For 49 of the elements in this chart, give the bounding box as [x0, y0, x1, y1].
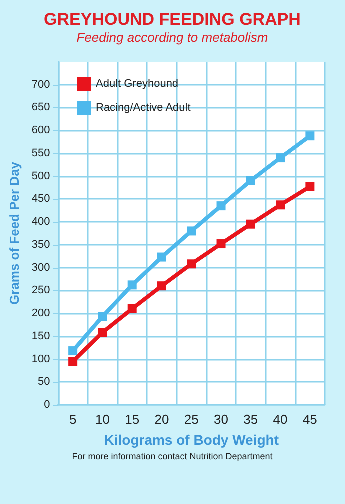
x-tick-label: 40 [273, 412, 288, 427]
point [128, 280, 137, 290]
point [157, 282, 166, 291]
point [128, 304, 137, 314]
point [276, 200, 286, 210]
x-tick-label: 30 [214, 412, 228, 427]
y-tick-label: 650 [32, 102, 50, 114]
y-tick-label: 550 [32, 147, 50, 160]
point [246, 176, 256, 186]
point [157, 252, 166, 262]
x-tick-label: 15 [125, 412, 140, 427]
y-tick-label: 150 [32, 330, 50, 342]
point [216, 240, 226, 249]
y-tick-label: 350 [32, 238, 50, 251]
point [187, 260, 196, 269]
y-tick-label: 300 [32, 262, 50, 274]
point [98, 328, 108, 338]
point [98, 312, 108, 322]
x-tick-label: 20 [154, 412, 170, 427]
point [246, 220, 256, 229]
y-tick-label: 400 [32, 216, 50, 228]
x-tick-label: 25 [184, 412, 199, 427]
point [276, 154, 286, 163]
x-tick-label: 35 [244, 412, 258, 427]
point [68, 357, 78, 366]
x-tick-label: 45 [302, 412, 318, 427]
y-tick-label: 450 [32, 193, 50, 206]
y-axis-title: Grams of Feed Per Day [7, 161, 22, 306]
text: For more information contact Nutrition Department [72, 452, 274, 462]
y-tick-label: 500 [32, 170, 50, 182]
legend-label: Racing/Active Adult [96, 102, 191, 114]
y-tick-label: 600 [32, 124, 50, 137]
point [216, 202, 226, 211]
y-tick-label: 700 [32, 78, 50, 91]
point [187, 226, 196, 236]
y-tick-label: 100 [32, 353, 50, 366]
y-tick-label: 0 [44, 399, 50, 411]
chart-title: GREYHOUND FEEDING GRAPH [44, 10, 301, 29]
x-tick-label: 10 [95, 412, 110, 427]
legend-label: Adult Greyhound [96, 78, 179, 90]
y-tick-label: 50 [38, 376, 50, 388]
x-tick-label: 5 [69, 412, 77, 427]
y-tick-label: 200 [32, 308, 50, 320]
point [306, 132, 315, 141]
point [306, 182, 315, 192]
y-tick-label: 250 [32, 284, 50, 297]
chart-subtitle: Feeding according to metabolism [76, 30, 268, 45]
point [68, 346, 78, 356]
x-axis-title: Kilograms of Body Weight [104, 432, 280, 448]
